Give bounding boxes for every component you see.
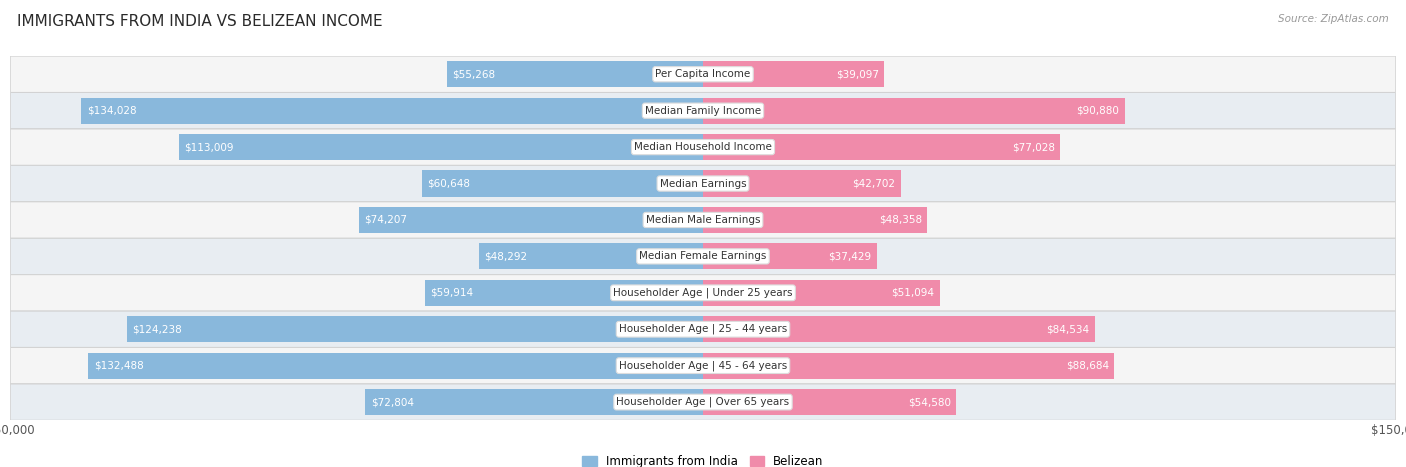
Text: $48,292: $48,292: [485, 251, 527, 262]
FancyBboxPatch shape: [10, 165, 1396, 202]
Bar: [359, 207, 703, 233]
Text: $124,238: $124,238: [132, 324, 181, 334]
Text: Householder Age | 45 - 64 years: Householder Age | 45 - 64 years: [619, 361, 787, 371]
Bar: [703, 353, 1115, 379]
Text: Median Female Earnings: Median Female Earnings: [640, 251, 766, 262]
Text: $72,804: $72,804: [371, 397, 413, 407]
FancyBboxPatch shape: [10, 347, 1396, 384]
FancyBboxPatch shape: [10, 275, 1396, 311]
FancyBboxPatch shape: [10, 238, 1396, 275]
Text: IMMIGRANTS FROM INDIA VS BELIZEAN INCOME: IMMIGRANTS FROM INDIA VS BELIZEAN INCOME: [17, 14, 382, 29]
Text: $55,268: $55,268: [453, 69, 495, 79]
Bar: [703, 134, 1060, 160]
Text: Median Household Income: Median Household Income: [634, 142, 772, 152]
Legend: Immigrants from India, Belizean: Immigrants from India, Belizean: [578, 450, 828, 467]
Text: $59,914: $59,914: [430, 288, 474, 298]
Text: Householder Age | Under 25 years: Householder Age | Under 25 years: [613, 288, 793, 298]
Text: $51,094: $51,094: [891, 288, 935, 298]
Text: $88,684: $88,684: [1066, 361, 1109, 371]
Bar: [89, 353, 703, 379]
Bar: [703, 389, 956, 415]
Bar: [179, 134, 703, 160]
FancyBboxPatch shape: [10, 311, 1396, 347]
Bar: [703, 316, 1095, 342]
Text: $113,009: $113,009: [184, 142, 233, 152]
Text: $134,028: $134,028: [87, 106, 136, 116]
Text: $42,702: $42,702: [852, 178, 896, 189]
Text: $90,880: $90,880: [1076, 106, 1119, 116]
Text: Source: ZipAtlas.com: Source: ZipAtlas.com: [1278, 14, 1389, 24]
Text: Median Male Earnings: Median Male Earnings: [645, 215, 761, 225]
Bar: [703, 280, 941, 306]
Bar: [425, 280, 703, 306]
Bar: [447, 61, 703, 87]
Text: Householder Age | Over 65 years: Householder Age | Over 65 years: [616, 397, 790, 407]
Bar: [82, 98, 703, 124]
FancyBboxPatch shape: [10, 92, 1396, 129]
Text: $37,429: $37,429: [828, 251, 872, 262]
Bar: [127, 316, 703, 342]
FancyBboxPatch shape: [10, 129, 1396, 165]
FancyBboxPatch shape: [10, 384, 1396, 420]
Text: Median Family Income: Median Family Income: [645, 106, 761, 116]
Bar: [479, 243, 703, 269]
Bar: [703, 98, 1125, 124]
Text: $54,580: $54,580: [908, 397, 950, 407]
Text: $77,028: $77,028: [1012, 142, 1054, 152]
Text: $84,534: $84,534: [1046, 324, 1090, 334]
Bar: [422, 170, 703, 197]
FancyBboxPatch shape: [10, 56, 1396, 92]
Bar: [703, 243, 877, 269]
Text: $48,358: $48,358: [879, 215, 922, 225]
Text: $60,648: $60,648: [427, 178, 470, 189]
Text: $132,488: $132,488: [94, 361, 143, 371]
Text: Per Capita Income: Per Capita Income: [655, 69, 751, 79]
Bar: [703, 61, 884, 87]
Text: $39,097: $39,097: [835, 69, 879, 79]
Bar: [703, 170, 901, 197]
Bar: [703, 207, 928, 233]
Text: $74,207: $74,207: [364, 215, 408, 225]
Bar: [366, 389, 703, 415]
Text: Median Earnings: Median Earnings: [659, 178, 747, 189]
FancyBboxPatch shape: [10, 202, 1396, 238]
Text: Householder Age | 25 - 44 years: Householder Age | 25 - 44 years: [619, 324, 787, 334]
